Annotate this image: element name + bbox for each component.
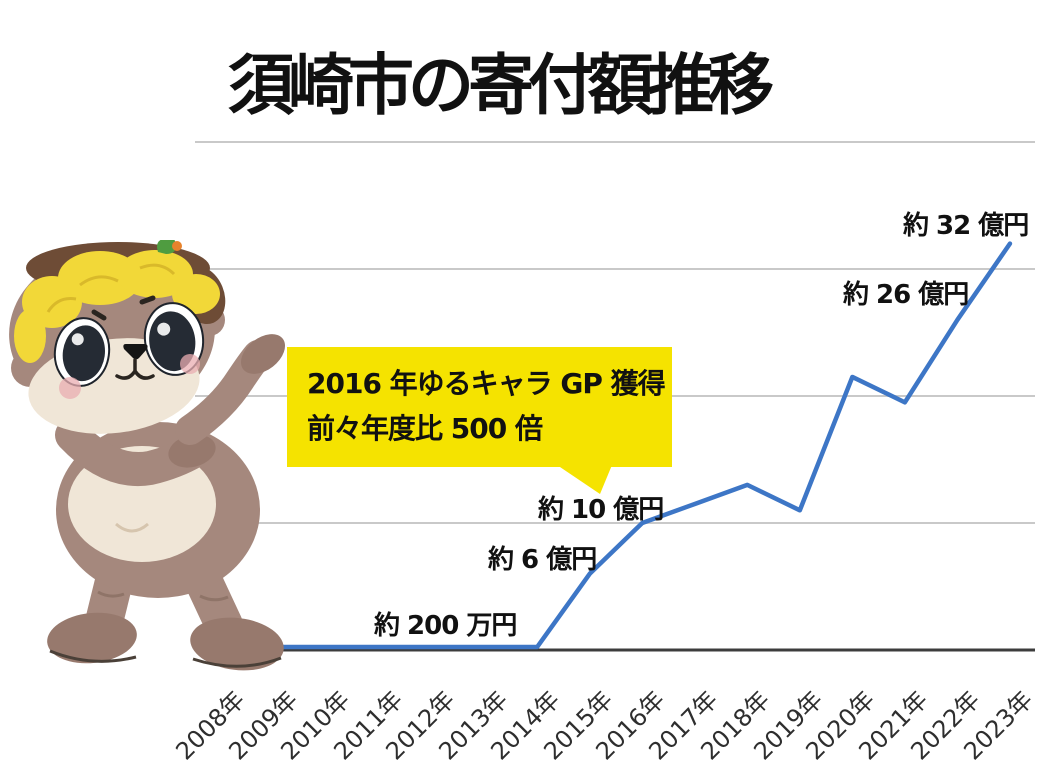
value-label: 約 200 万円 xyxy=(374,611,517,641)
mascot-nose xyxy=(123,344,148,360)
mascot-left-brow xyxy=(91,309,107,321)
value-label: 約 26 億円 xyxy=(843,280,969,310)
mascot-sole xyxy=(192,656,282,668)
mascot-right-cheek xyxy=(180,354,200,374)
value-label: 約 10 億円 xyxy=(538,495,664,525)
mascot-left-foot xyxy=(47,612,137,664)
mascot-leg-wrinkle xyxy=(97,590,125,598)
callout-line-2: 前々年度比 500 倍 xyxy=(307,412,543,445)
mascot-left-eye xyxy=(53,317,111,387)
mascot-flower xyxy=(172,241,182,251)
mascot-shinjo-kun xyxy=(9,240,286,671)
donation-series-line xyxy=(219,241,1013,650)
mascot-belly-tuft-shadow xyxy=(115,522,149,533)
mascot-leaf xyxy=(157,240,176,254)
mascot-raised-hand xyxy=(240,334,286,374)
page-title: 須崎市の寄付額推移 xyxy=(228,47,774,124)
callout-line-1: 2016 年ゆるキャラ GP 獲得 xyxy=(307,367,666,400)
value-label: 約 6 億円 xyxy=(488,545,597,575)
mascot-mouth xyxy=(115,358,155,380)
mascot-front-hand xyxy=(168,434,216,468)
mascot-right-foot xyxy=(190,617,284,671)
mascot-right-brow xyxy=(139,295,156,305)
mascot-sole xyxy=(49,649,137,663)
mascot-belly-tuft xyxy=(115,497,149,531)
mascot-yellow-hair xyxy=(14,250,220,363)
mascot-leg-wrinkle xyxy=(199,594,229,602)
callout-tail xyxy=(557,465,612,494)
value-label: 約 32 億円 xyxy=(903,211,1029,241)
mascot-left-cheek xyxy=(59,377,81,399)
callout-bubble: 2016 年ゆるキャラ GP 獲得 前々年度比 500 倍 xyxy=(287,347,672,467)
